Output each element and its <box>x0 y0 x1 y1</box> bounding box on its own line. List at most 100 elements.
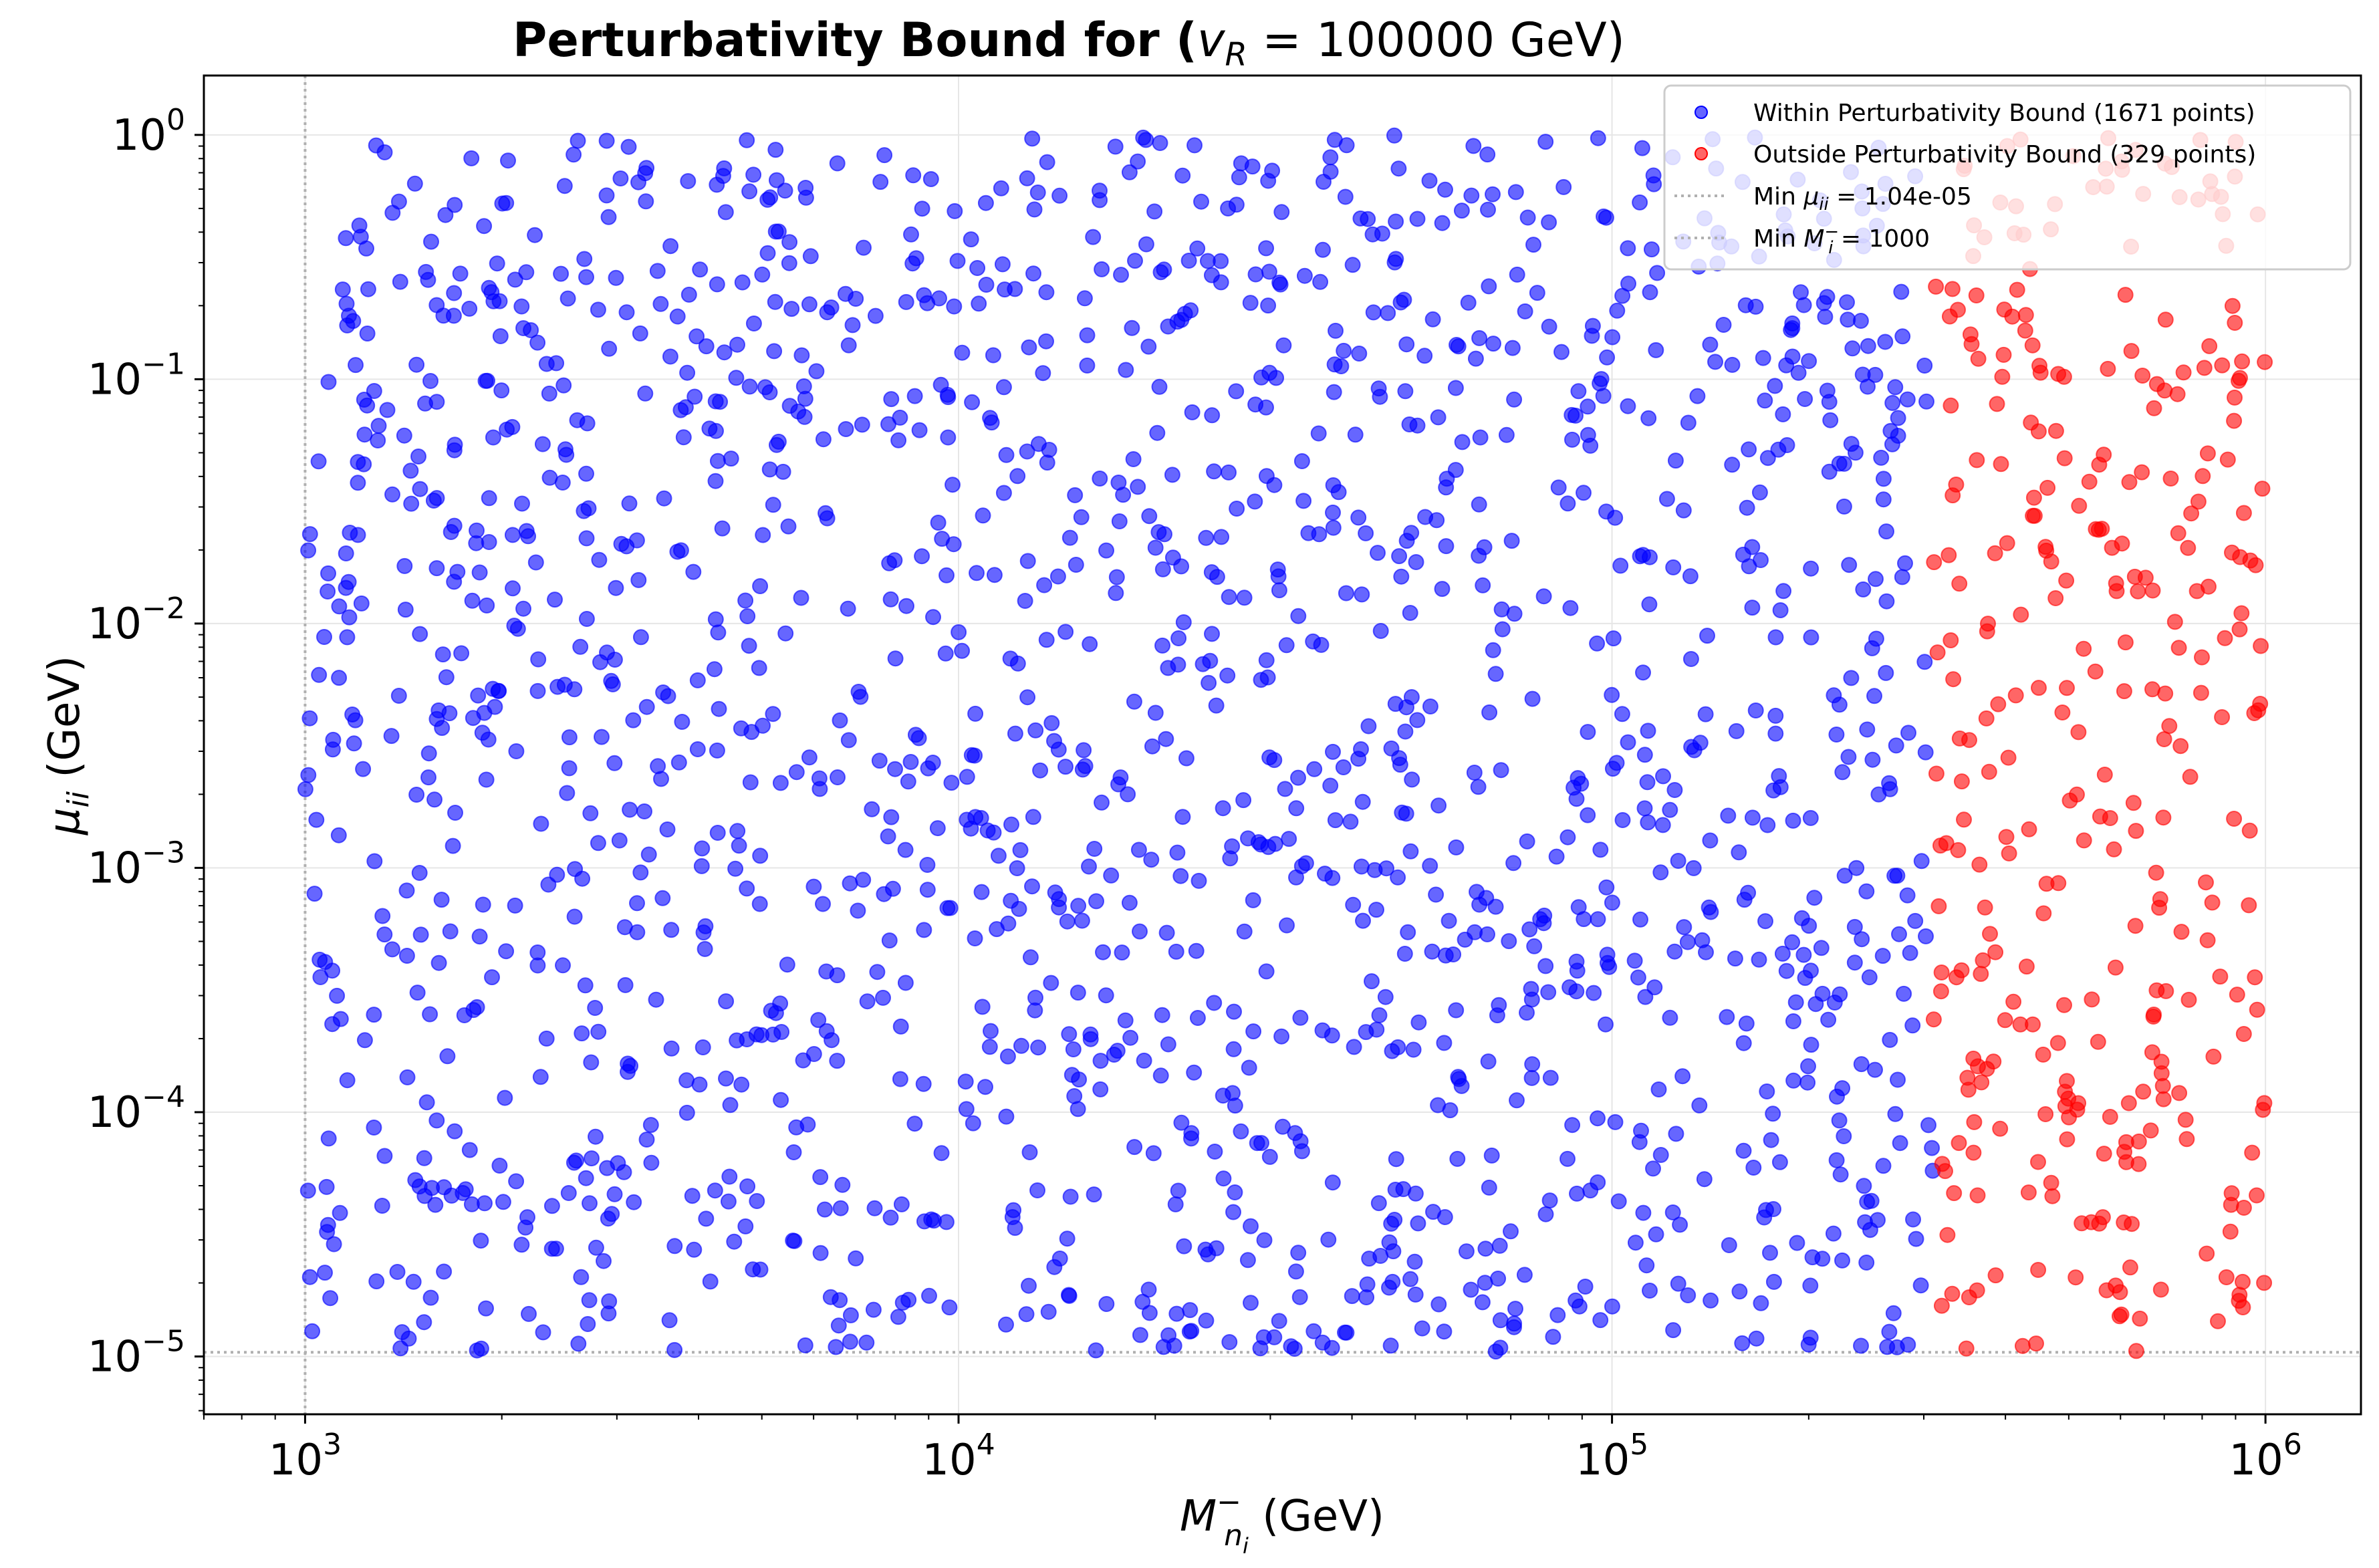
point-within-bound <box>1636 747 1653 763</box>
point-within-bound <box>608 269 624 286</box>
point-within-bound <box>1193 193 1209 210</box>
point-within-bound <box>742 774 759 791</box>
point-within-bound <box>422 1289 439 1306</box>
point-within-bound <box>963 747 980 763</box>
point-within-bound <box>1753 1295 1769 1311</box>
point-within-bound <box>1888 737 1904 754</box>
point-within-bound <box>1391 548 1408 565</box>
point-outside-bound <box>2043 1174 2059 1191</box>
point-within-bound <box>514 495 530 512</box>
point-outside-bound <box>1965 1144 1982 1161</box>
point-within-bound <box>1130 153 1146 170</box>
point-within-bound <box>1447 462 1464 479</box>
point-within-bound <box>1747 702 1764 718</box>
point-within-bound <box>1793 284 1809 301</box>
point-within-bound <box>775 463 791 480</box>
point-within-bound <box>1082 636 1098 652</box>
point-within-bound <box>941 1299 958 1316</box>
point-within-bound <box>1324 870 1341 886</box>
point-within-bound <box>883 391 900 408</box>
point-within-bound <box>1590 1174 1606 1190</box>
point-within-bound <box>1024 878 1040 895</box>
point-within-bound <box>578 1170 594 1186</box>
point-within-bound <box>1436 1323 1453 1340</box>
point-within-bound <box>370 432 386 448</box>
point-within-bound <box>1689 388 1706 404</box>
point-within-bound <box>580 1316 596 1332</box>
point-within-bound <box>1266 1329 1283 1345</box>
point-within-bound <box>1243 1218 1259 1234</box>
point-within-bound <box>1076 290 1093 307</box>
point-within-bound <box>1859 1194 1876 1210</box>
point-within-bound <box>1771 1154 1788 1170</box>
point-within-bound <box>1388 251 1404 267</box>
point-outside-bound <box>1930 898 1947 914</box>
point-outside-bound <box>2194 649 2210 666</box>
point-within-bound <box>1747 298 1764 315</box>
point-outside-bound <box>1933 1297 1950 1314</box>
point-within-bound <box>1140 338 1157 355</box>
point-outside-bound <box>2071 497 2088 514</box>
point-within-bound <box>751 896 768 912</box>
point-within-bound <box>1806 890 1823 906</box>
point-within-bound <box>1337 1324 1353 1341</box>
point-within-bound <box>709 742 725 759</box>
point-within-bound <box>1039 454 1055 471</box>
point-within-bound <box>1590 1110 1606 1127</box>
point-within-bound <box>905 167 922 184</box>
point-within-bound <box>824 1032 840 1049</box>
point-outside-bound <box>2087 663 2104 680</box>
point-within-bound <box>1685 860 1702 876</box>
point-within-bound <box>481 490 497 507</box>
point-outside-bound <box>1971 856 1988 873</box>
point-within-bound <box>1147 539 1164 556</box>
point-within-bound <box>718 993 735 1010</box>
point-within-bound <box>1424 943 1441 960</box>
point-within-bound <box>1328 322 1344 339</box>
point-within-bound <box>1416 348 1433 364</box>
point-within-bound <box>1735 1142 1752 1159</box>
point-within-bound <box>350 475 366 491</box>
point-within-bound <box>697 940 713 957</box>
point-within-bound <box>684 1188 701 1204</box>
point-within-bound <box>438 669 455 686</box>
point-within-bound <box>1009 468 1026 485</box>
point-within-bound <box>566 681 583 698</box>
point-within-bound <box>727 860 744 877</box>
point-within-bound <box>1517 303 1533 319</box>
point-within-bound <box>1354 793 1371 810</box>
point-within-bound <box>1168 1305 1185 1322</box>
point-within-bound <box>1164 467 1180 483</box>
point-within-bound <box>1697 706 1714 723</box>
point-outside-bound <box>1969 1187 1986 1204</box>
point-within-bound <box>772 775 789 791</box>
point-within-bound <box>785 1232 801 1249</box>
legend-label-min-mu: Min μii = 1.04e-05 <box>1753 183 1972 215</box>
point-within-bound <box>1359 1276 1376 1293</box>
point-within-bound <box>1592 841 1609 858</box>
point-within-bound <box>1245 892 1261 908</box>
point-outside-bound <box>2146 400 2162 416</box>
point-within-bound <box>423 233 439 250</box>
point-within-bound <box>749 1193 765 1209</box>
point-within-bound <box>1261 749 1278 766</box>
point-within-bound <box>842 1333 858 1350</box>
point-within-bound <box>469 522 485 539</box>
point-within-bound <box>1095 944 1111 960</box>
point-within-bound <box>535 1324 551 1341</box>
point-within-bound <box>1674 1068 1691 1085</box>
point-within-bound <box>1236 923 1253 940</box>
point-within-bound <box>355 761 372 777</box>
point-within-bound <box>1465 138 1482 154</box>
point-outside-bound <box>2223 1196 2239 1213</box>
point-within-bound <box>1057 624 1074 640</box>
point-outside-bound <box>1944 1285 1961 1302</box>
point-within-bound <box>1771 768 1787 785</box>
point-within-bound <box>1306 761 1323 777</box>
point-within-bound <box>663 922 680 938</box>
point-within-bound <box>1620 734 1636 751</box>
point-within-bound <box>1751 951 1767 968</box>
point-within-bound <box>1648 342 1664 358</box>
point-within-bound <box>1828 1152 1845 1168</box>
y-tick-label: 10−2 <box>88 592 185 649</box>
